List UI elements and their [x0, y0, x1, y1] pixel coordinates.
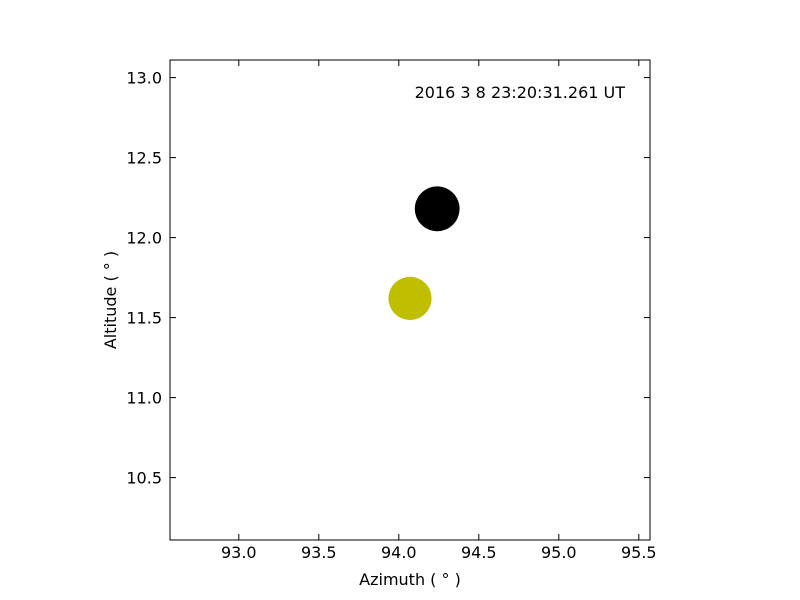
y-tick-labels: 10.5 11.0 11.5 12.0 12.5 13.0 [126, 69, 162, 488]
x-axis-title: Azimuth ( ° ) [359, 570, 461, 589]
x-tick-label: 95.0 [541, 543, 577, 562]
x-tick-label: 94.0 [381, 543, 417, 562]
x-tick-label: 93.5 [301, 543, 337, 562]
marker-series-1-point-0 [388, 276, 432, 320]
y-tick-label: 12.5 [126, 149, 162, 168]
x-tick-label: 93.0 [221, 543, 257, 562]
x-tick-label: 95.5 [621, 543, 657, 562]
marker-series-0-point-0 [414, 186, 460, 232]
x-tick-labels: 93.0 93.5 94.0 94.5 95.0 95.5 [221, 543, 657, 562]
timestamp-annotation: 2016 3 8 23:20:31.261 UT [415, 83, 626, 102]
axis-ticks [170, 60, 650, 540]
y-axis-title: Altitude ( ° ) [101, 251, 120, 349]
y-tick-label: 13.0 [126, 69, 162, 88]
y-tick-label: 12.0 [126, 229, 162, 248]
x-tick-label: 94.5 [461, 543, 497, 562]
plot-frame [169, 59, 651, 541]
y-tick-label: 11.0 [126, 389, 162, 408]
y-tick-label: 10.5 [126, 469, 162, 488]
y-tick-label: 11.5 [126, 309, 162, 328]
data-marks [388, 186, 460, 320]
